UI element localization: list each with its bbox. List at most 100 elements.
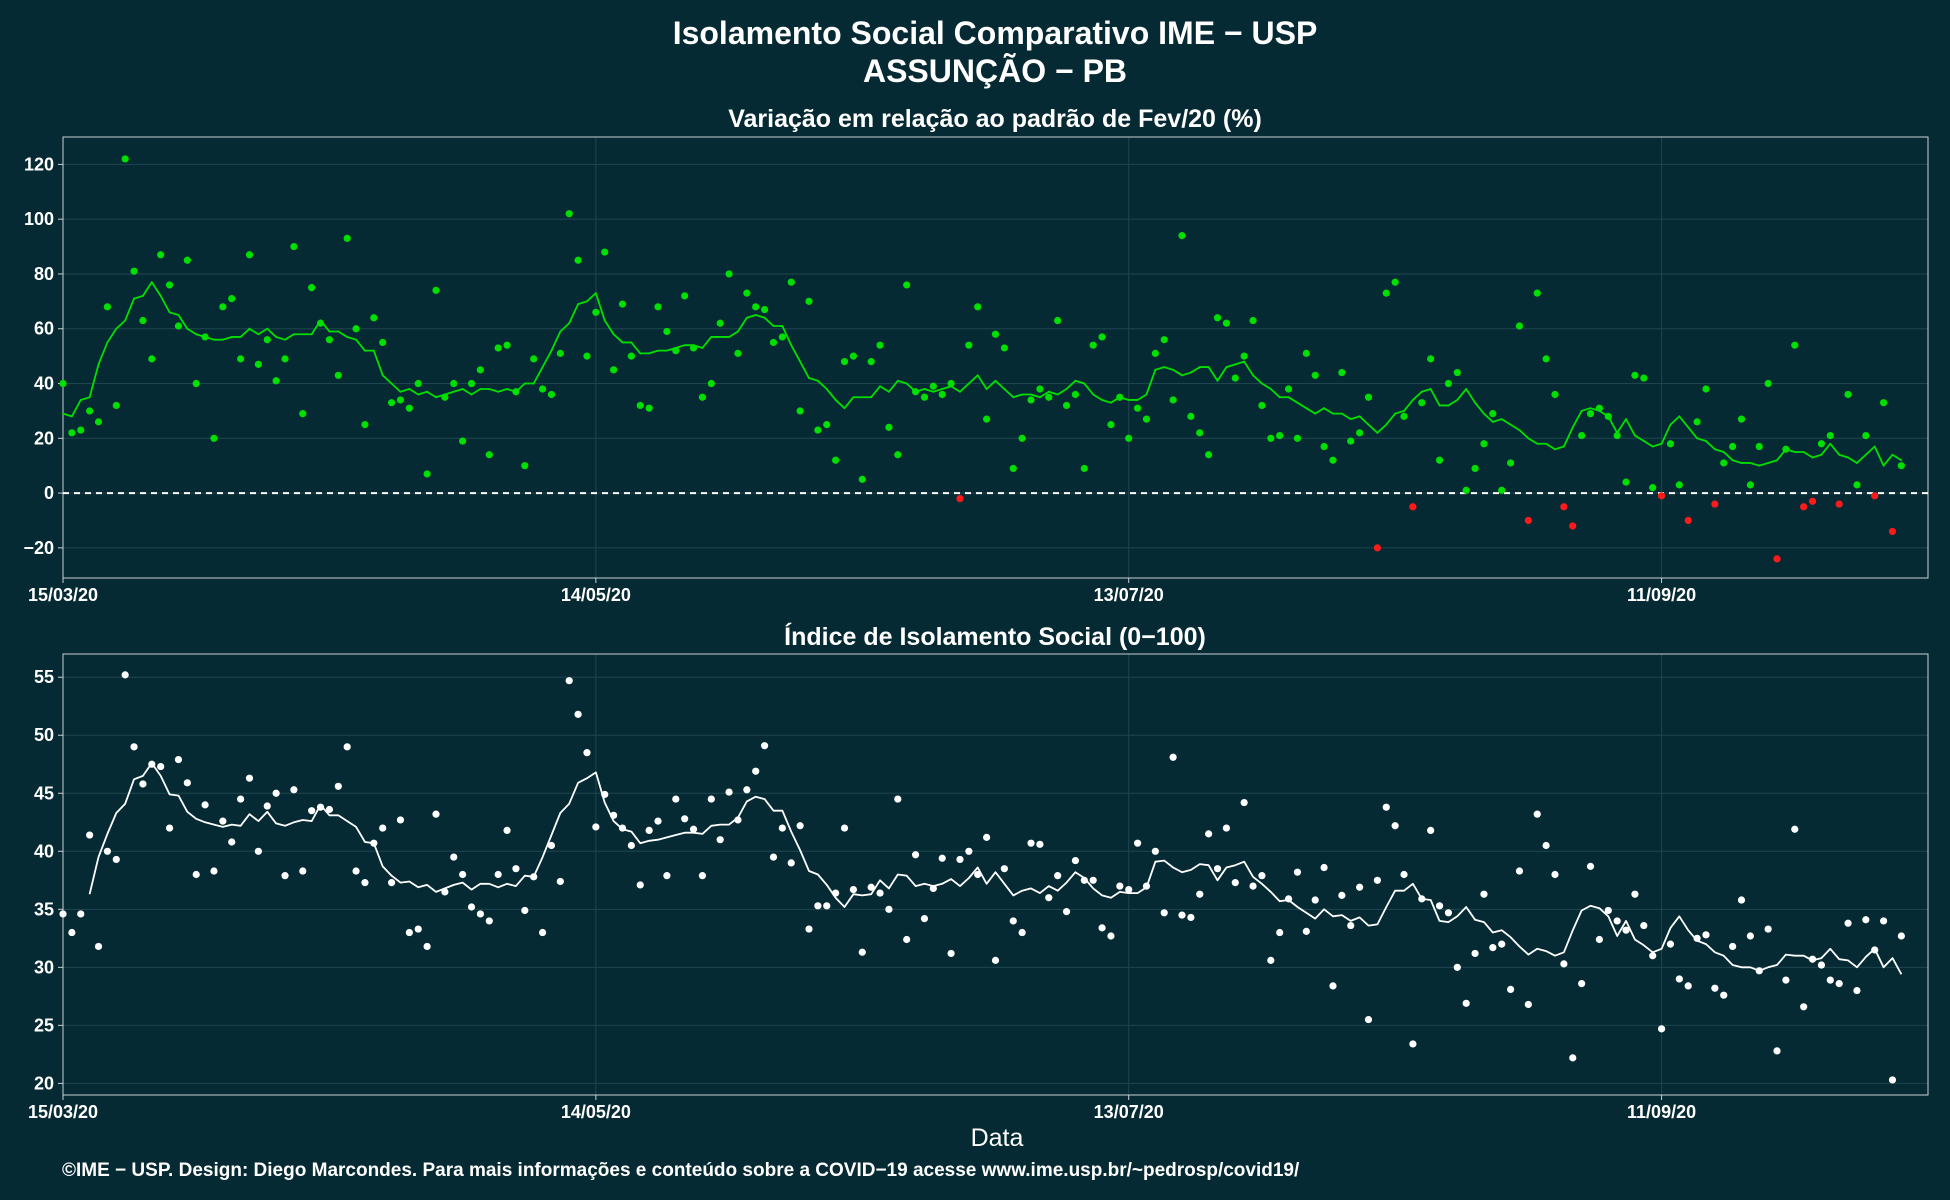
trend-line-segment — [1838, 453, 1849, 459]
data-point — [672, 795, 680, 803]
data-point — [636, 401, 644, 410]
trend-line-segment — [1074, 379, 1086, 385]
data-point — [778, 333, 786, 341]
data-point — [370, 314, 378, 322]
trend-line-segment — [1083, 382, 1095, 396]
data-point — [1729, 442, 1737, 451]
data-point — [1542, 841, 1550, 850]
data-point — [1711, 500, 1719, 508]
data-point — [645, 826, 653, 835]
data-point — [832, 456, 840, 464]
trend-line-segment — [1145, 368, 1157, 396]
trend-line-segment — [1092, 393, 1103, 401]
data-point — [947, 949, 955, 958]
data-point — [148, 355, 156, 363]
data-point — [769, 853, 778, 861]
data-point — [1311, 896, 1319, 904]
data-point — [618, 300, 627, 308]
trend-line-segment — [612, 333, 624, 344]
data-point — [1853, 481, 1861, 489]
data-point — [716, 836, 724, 844]
data-point — [1302, 349, 1310, 357]
data-point — [130, 743, 138, 751]
y-tick-label: 55 — [34, 667, 54, 687]
data-point — [1240, 352, 1248, 360]
data-point — [1249, 882, 1257, 890]
data-point — [1755, 967, 1763, 975]
data-point — [396, 816, 405, 824]
data-point — [1879, 399, 1888, 407]
data-point — [1844, 919, 1852, 927]
data-point — [1862, 431, 1870, 440]
trend-line-segment — [408, 388, 420, 396]
trend-line-segment — [577, 300, 588, 305]
trend-line-segment — [1562, 426, 1574, 448]
trend-line-segment — [150, 281, 162, 297]
data-point — [627, 841, 635, 850]
data-point — [1169, 753, 1177, 761]
trend-line-segment — [1039, 390, 1050, 399]
trend-line-segment — [1340, 412, 1352, 421]
data-point — [1347, 921, 1355, 930]
trend-line-segment — [452, 388, 464, 393]
trend-line-segment — [1767, 459, 1778, 464]
data-point — [1018, 928, 1026, 937]
data-point — [521, 906, 529, 915]
data-point — [1649, 952, 1657, 960]
data-point — [1640, 374, 1648, 382]
data-point — [1657, 1025, 1666, 1033]
data-point — [1746, 481, 1754, 489]
trend-line-segment — [1367, 423, 1379, 434]
trend-line-segment — [1864, 445, 1876, 456]
trend-line-segment — [1403, 399, 1414, 412]
data-point — [281, 872, 289, 880]
data-point — [503, 341, 511, 349]
data-point — [1720, 459, 1728, 467]
data-point — [920, 915, 929, 923]
x-tick-label: 13/07/20 — [1094, 1102, 1164, 1122]
trend-line-segment — [1722, 451, 1734, 462]
y-tick-label: −20 — [23, 538, 54, 558]
footer-credit: ©IME − USP. Design: Diego Marcondes. Par… — [62, 1160, 1300, 1181]
y-tick-label: 30 — [34, 957, 54, 977]
trend-line-segment — [550, 330, 562, 352]
trend-line-segment — [97, 341, 109, 366]
x-tick-label: 11/09/20 — [1627, 585, 1696, 605]
data-point — [823, 902, 831, 910]
data-point — [94, 418, 103, 426]
trend-line-segment — [1030, 393, 1041, 399]
y-tick-label: 50 — [34, 725, 54, 745]
data-point — [1178, 911, 1186, 919]
data-point — [1222, 824, 1231, 832]
data-point — [1356, 429, 1364, 437]
data-point — [1480, 890, 1488, 898]
trend-line-segment — [1314, 407, 1325, 415]
data-point — [1569, 522, 1577, 530]
trend-line-segment — [825, 388, 837, 401]
data-point — [325, 336, 334, 344]
data-point — [450, 853, 458, 861]
y-tick-label: 40 — [34, 374, 54, 394]
data-point — [1515, 867, 1524, 875]
data-point — [743, 786, 751, 794]
data-point — [592, 308, 600, 316]
data-point — [1666, 940, 1675, 948]
trend-line-segment — [1358, 415, 1370, 426]
data-point — [1444, 379, 1453, 388]
data-point — [1107, 421, 1115, 429]
trend-line-segment — [1545, 442, 1556, 451]
data-point — [689, 344, 698, 352]
data-point — [441, 888, 449, 896]
data-point — [1551, 390, 1559, 399]
data-point — [610, 366, 618, 374]
trend-line-segment — [133, 294, 144, 300]
data-point — [681, 815, 689, 823]
data-point — [752, 303, 760, 311]
bottom-panel-title: Índice de Isolamento Social (0−100) — [784, 622, 1206, 651]
trend-line-segment — [1003, 388, 1015, 399]
data-point — [1338, 368, 1346, 377]
data-point — [538, 385, 547, 393]
data-point — [787, 859, 795, 867]
x-tick-label: 15/03/20 — [28, 585, 98, 605]
trend-line-segment — [1207, 366, 1219, 382]
